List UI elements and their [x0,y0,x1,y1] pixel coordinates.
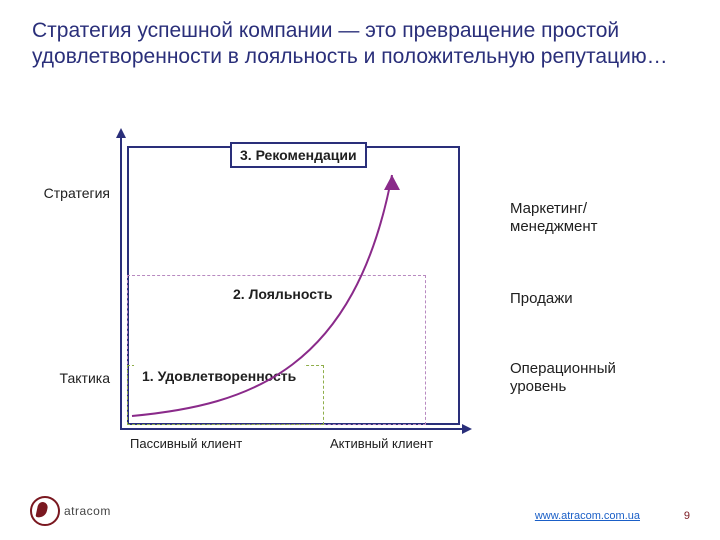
y-label-tactic: Тактика [10,370,110,386]
logo: atracom [30,496,111,526]
page-number: 9 [684,510,690,522]
growth-curve [120,140,460,440]
x-label-passive: Пассивный клиент [130,436,242,451]
right-label-sales: Продажи [510,290,573,308]
logo-icon [30,496,60,526]
right-label-marketing: Маркетинг/ менеджмент [510,200,598,236]
slide: Стратегия успешной компании — это превра… [0,0,720,540]
footer-link[interactable]: www.atracom.com.ua [535,510,640,522]
y-label-strategy: Стратегия [10,185,110,201]
diagram: 3. Рекомендации 2. Лояльность 1. Удовлет… [120,140,460,440]
logo-text: atracom [64,504,111,518]
right-label-operations: Операционный уровень [510,360,616,396]
x-label-active: Активный клиент [330,436,433,451]
page-title: Стратегия успешной компании — это превра… [32,18,688,71]
